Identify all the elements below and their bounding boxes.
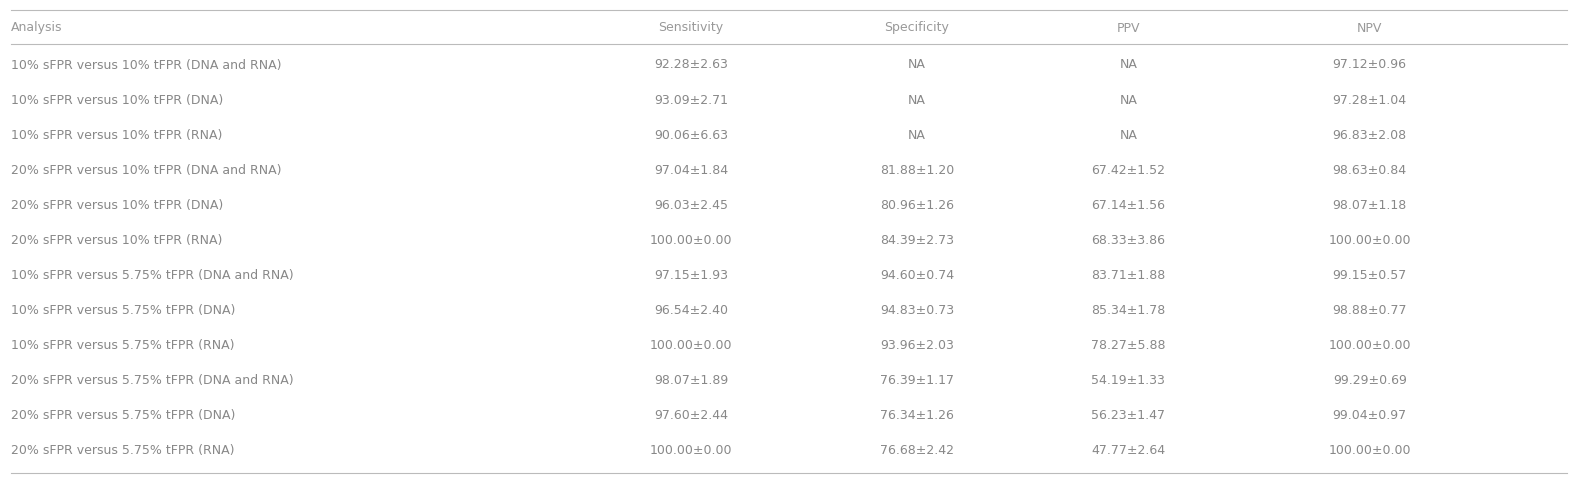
Text: NA: NA [907, 93, 926, 106]
Text: 98.88±0.77: 98.88±0.77 [1332, 303, 1408, 316]
Text: 90.06±6.63: 90.06±6.63 [655, 128, 727, 141]
Text: NA: NA [1119, 128, 1138, 141]
Text: 100.00±0.00: 100.00±0.00 [1329, 339, 1411, 351]
Text: 96.03±2.45: 96.03±2.45 [655, 198, 727, 211]
Text: PPV: PPV [1117, 21, 1139, 35]
Text: 85.34±1.78: 85.34±1.78 [1090, 303, 1166, 316]
Text: 93.96±2.03: 93.96±2.03 [881, 339, 953, 351]
Text: 76.68±2.42: 76.68±2.42 [881, 444, 953, 456]
Text: 20% sFPR versus 10% tFPR (DNA and RNA): 20% sFPR versus 10% tFPR (DNA and RNA) [11, 163, 281, 176]
Text: 98.07±1.18: 98.07±1.18 [1332, 198, 1408, 211]
Text: 100.00±0.00: 100.00±0.00 [1329, 444, 1411, 456]
Text: 20% sFPR versus 10% tFPR (DNA): 20% sFPR versus 10% tFPR (DNA) [11, 198, 224, 211]
Text: 97.60±2.44: 97.60±2.44 [655, 409, 727, 421]
Text: 93.09±2.71: 93.09±2.71 [655, 93, 727, 106]
Text: Sensitivity: Sensitivity [658, 21, 724, 35]
Text: 80.96±1.26: 80.96±1.26 [881, 198, 953, 211]
Text: 92.28±2.63: 92.28±2.63 [655, 58, 727, 71]
Text: 96.83±2.08: 96.83±2.08 [1333, 128, 1406, 141]
Text: 20% sFPR versus 5.75% tFPR (RNA): 20% sFPR versus 5.75% tFPR (RNA) [11, 444, 235, 456]
Text: 100.00±0.00: 100.00±0.00 [650, 233, 732, 246]
Text: 94.83±0.73: 94.83±0.73 [881, 303, 953, 316]
Text: 68.33±3.86: 68.33±3.86 [1092, 233, 1165, 246]
Text: 76.39±1.17: 76.39±1.17 [881, 374, 953, 386]
Text: 76.34±1.26: 76.34±1.26 [881, 409, 953, 421]
Text: 56.23±1.47: 56.23±1.47 [1092, 409, 1165, 421]
Text: 98.07±1.89: 98.07±1.89 [653, 374, 729, 386]
Text: 97.04±1.84: 97.04±1.84 [655, 163, 727, 176]
Text: Analysis: Analysis [11, 21, 63, 35]
Text: NA: NA [1119, 93, 1138, 106]
Text: 47.77±2.64: 47.77±2.64 [1092, 444, 1165, 456]
Text: 20% sFPR versus 10% tFPR (RNA): 20% sFPR versus 10% tFPR (RNA) [11, 233, 222, 246]
Text: 97.28±1.04: 97.28±1.04 [1333, 93, 1406, 106]
Text: 67.14±1.56: 67.14±1.56 [1092, 198, 1165, 211]
Text: 98.63±0.84: 98.63±0.84 [1333, 163, 1406, 176]
Text: 99.04±0.97: 99.04±0.97 [1333, 409, 1406, 421]
Text: 78.27±5.88: 78.27±5.88 [1090, 339, 1166, 351]
Text: 100.00±0.00: 100.00±0.00 [650, 444, 732, 456]
Text: 10% sFPR versus 5.75% tFPR (RNA): 10% sFPR versus 5.75% tFPR (RNA) [11, 339, 235, 351]
Text: 97.15±1.93: 97.15±1.93 [655, 268, 727, 281]
Text: 10% sFPR versus 5.75% tFPR (DNA and RNA): 10% sFPR versus 5.75% tFPR (DNA and RNA) [11, 268, 294, 281]
Text: 10% sFPR versus 10% tFPR (RNA): 10% sFPR versus 10% tFPR (RNA) [11, 128, 222, 141]
Text: 99.29±0.69: 99.29±0.69 [1333, 374, 1406, 386]
Text: NA: NA [1119, 58, 1138, 71]
Text: 83.71±1.88: 83.71±1.88 [1090, 268, 1166, 281]
Text: 54.19±1.33: 54.19±1.33 [1092, 374, 1165, 386]
Text: NPV: NPV [1357, 21, 1382, 35]
Text: NA: NA [907, 58, 926, 71]
Text: 99.15±0.57: 99.15±0.57 [1332, 268, 1408, 281]
Text: 100.00±0.00: 100.00±0.00 [1329, 233, 1411, 246]
Text: 10% sFPR versus 10% tFPR (DNA and RNA): 10% sFPR versus 10% tFPR (DNA and RNA) [11, 58, 281, 71]
Text: 97.12±0.96: 97.12±0.96 [1333, 58, 1406, 71]
Text: 96.54±2.40: 96.54±2.40 [655, 303, 727, 316]
Text: Specificity: Specificity [884, 21, 950, 35]
Text: 10% sFPR versus 5.75% tFPR (DNA): 10% sFPR versus 5.75% tFPR (DNA) [11, 303, 235, 316]
Text: 20% sFPR versus 5.75% tFPR (DNA): 20% sFPR versus 5.75% tFPR (DNA) [11, 409, 235, 421]
Text: NA: NA [907, 128, 926, 141]
Text: 20% sFPR versus 5.75% tFPR (DNA and RNA): 20% sFPR versus 5.75% tFPR (DNA and RNA) [11, 374, 294, 386]
Text: 81.88±1.20: 81.88±1.20 [879, 163, 955, 176]
Text: 94.60±0.74: 94.60±0.74 [881, 268, 953, 281]
Text: 10% sFPR versus 10% tFPR (DNA): 10% sFPR versus 10% tFPR (DNA) [11, 93, 224, 106]
Text: 84.39±2.73: 84.39±2.73 [881, 233, 953, 246]
Text: 100.00±0.00: 100.00±0.00 [650, 339, 732, 351]
Text: 67.42±1.52: 67.42±1.52 [1092, 163, 1165, 176]
